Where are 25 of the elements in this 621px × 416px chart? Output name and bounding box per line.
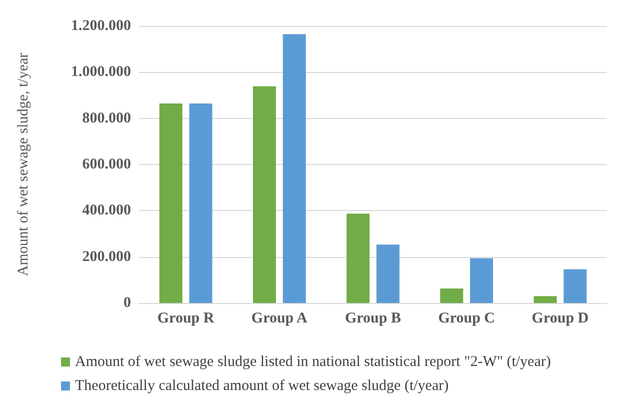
x-tick-label: Group D (532, 310, 589, 326)
x-tick-label: Group R (157, 310, 214, 326)
bar (189, 104, 212, 303)
legend-label: Amount of wet sewage sludge listed in national statistical report "2-W" (t/year) (75, 354, 551, 370)
y-tick-label: 1.200.000 (71, 18, 131, 34)
x-tick-label: Group B (345, 310, 401, 326)
y-tick-label: 400.000 (82, 202, 131, 219)
legend-label: Theoretically calculated amount of wet sewage sludge (t/year) (75, 378, 449, 394)
bar (376, 244, 400, 303)
x-tick-label: Group C (438, 310, 496, 326)
bar (252, 86, 276, 303)
y-tick-label: 0 (124, 295, 131, 311)
y-tick-label: 200.000 (82, 248, 131, 265)
x-tick-label: Group A (251, 310, 308, 326)
bar (564, 269, 587, 303)
y-tick-label: 800.000 (82, 110, 131, 126)
bar (282, 34, 306, 303)
y-tick-label: 1.000.000 (71, 64, 131, 80)
bar (440, 288, 464, 303)
bar (159, 104, 182, 303)
bar (470, 258, 494, 303)
bar (534, 296, 557, 303)
y-axis-title: Amount of wet sewage sludge, t/year (16, 52, 32, 276)
bar (346, 214, 370, 303)
y-tick-label: 600.000 (82, 156, 131, 172)
